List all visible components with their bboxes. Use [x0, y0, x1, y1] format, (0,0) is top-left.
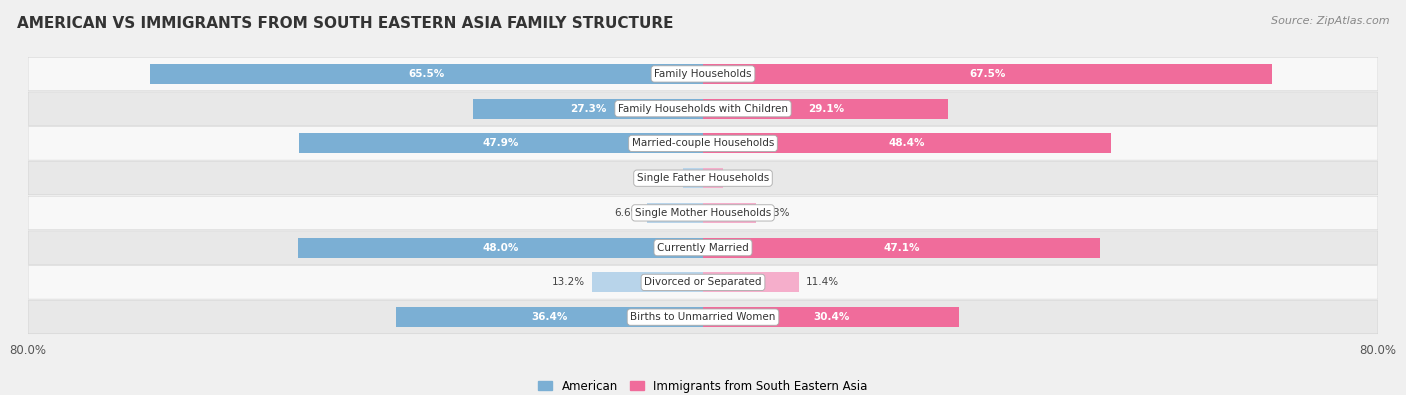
- Text: 6.6%: 6.6%: [614, 208, 641, 218]
- Text: Single Father Households: Single Father Households: [637, 173, 769, 183]
- Text: Married-couple Households: Married-couple Households: [631, 138, 775, 149]
- Bar: [703, 272, 799, 292]
- Legend: American, Immigrants from South Eastern Asia: American, Immigrants from South Eastern …: [533, 375, 873, 395]
- Text: 47.1%: 47.1%: [883, 243, 920, 253]
- Bar: [703, 307, 959, 327]
- Text: Births to Unmarried Women: Births to Unmarried Women: [630, 312, 776, 322]
- Bar: [683, 168, 703, 188]
- FancyBboxPatch shape: [28, 127, 1378, 160]
- Text: Single Mother Households: Single Mother Households: [636, 208, 770, 218]
- Text: Divorced or Separated: Divorced or Separated: [644, 277, 762, 288]
- Bar: [703, 237, 1101, 258]
- Text: AMERICAN VS IMMIGRANTS FROM SOUTH EASTERN ASIA FAMILY STRUCTURE: AMERICAN VS IMMIGRANTS FROM SOUTH EASTER…: [17, 16, 673, 31]
- Bar: [647, 203, 703, 223]
- FancyBboxPatch shape: [28, 57, 1378, 90]
- Text: 2.4%: 2.4%: [730, 173, 756, 183]
- Bar: [703, 168, 723, 188]
- Bar: [396, 307, 703, 327]
- Text: 11.4%: 11.4%: [806, 277, 839, 288]
- FancyBboxPatch shape: [28, 266, 1378, 299]
- FancyBboxPatch shape: [28, 196, 1378, 229]
- Text: Source: ZipAtlas.com: Source: ZipAtlas.com: [1271, 16, 1389, 26]
- Bar: [298, 237, 703, 258]
- Text: Currently Married: Currently Married: [657, 243, 749, 253]
- FancyBboxPatch shape: [28, 231, 1378, 264]
- Bar: [703, 99, 949, 119]
- Text: 29.1%: 29.1%: [807, 103, 844, 114]
- Text: 36.4%: 36.4%: [531, 312, 568, 322]
- Text: 67.5%: 67.5%: [970, 69, 1005, 79]
- Text: 27.3%: 27.3%: [569, 103, 606, 114]
- Bar: [472, 99, 703, 119]
- Bar: [150, 64, 703, 84]
- Text: 30.4%: 30.4%: [813, 312, 849, 322]
- FancyBboxPatch shape: [28, 92, 1378, 125]
- Text: 65.5%: 65.5%: [409, 69, 444, 79]
- Bar: [592, 272, 703, 292]
- Text: 2.4%: 2.4%: [650, 173, 676, 183]
- Bar: [703, 203, 756, 223]
- Text: 48.4%: 48.4%: [889, 138, 925, 149]
- Text: 48.0%: 48.0%: [482, 243, 519, 253]
- Text: 6.3%: 6.3%: [763, 208, 789, 218]
- Text: 47.9%: 47.9%: [482, 138, 519, 149]
- FancyBboxPatch shape: [28, 162, 1378, 195]
- Text: Family Households: Family Households: [654, 69, 752, 79]
- Text: Family Households with Children: Family Households with Children: [619, 103, 787, 114]
- Bar: [703, 64, 1272, 84]
- Bar: [299, 134, 703, 154]
- Bar: [703, 134, 1111, 154]
- FancyBboxPatch shape: [28, 301, 1378, 334]
- Text: 13.2%: 13.2%: [551, 277, 585, 288]
